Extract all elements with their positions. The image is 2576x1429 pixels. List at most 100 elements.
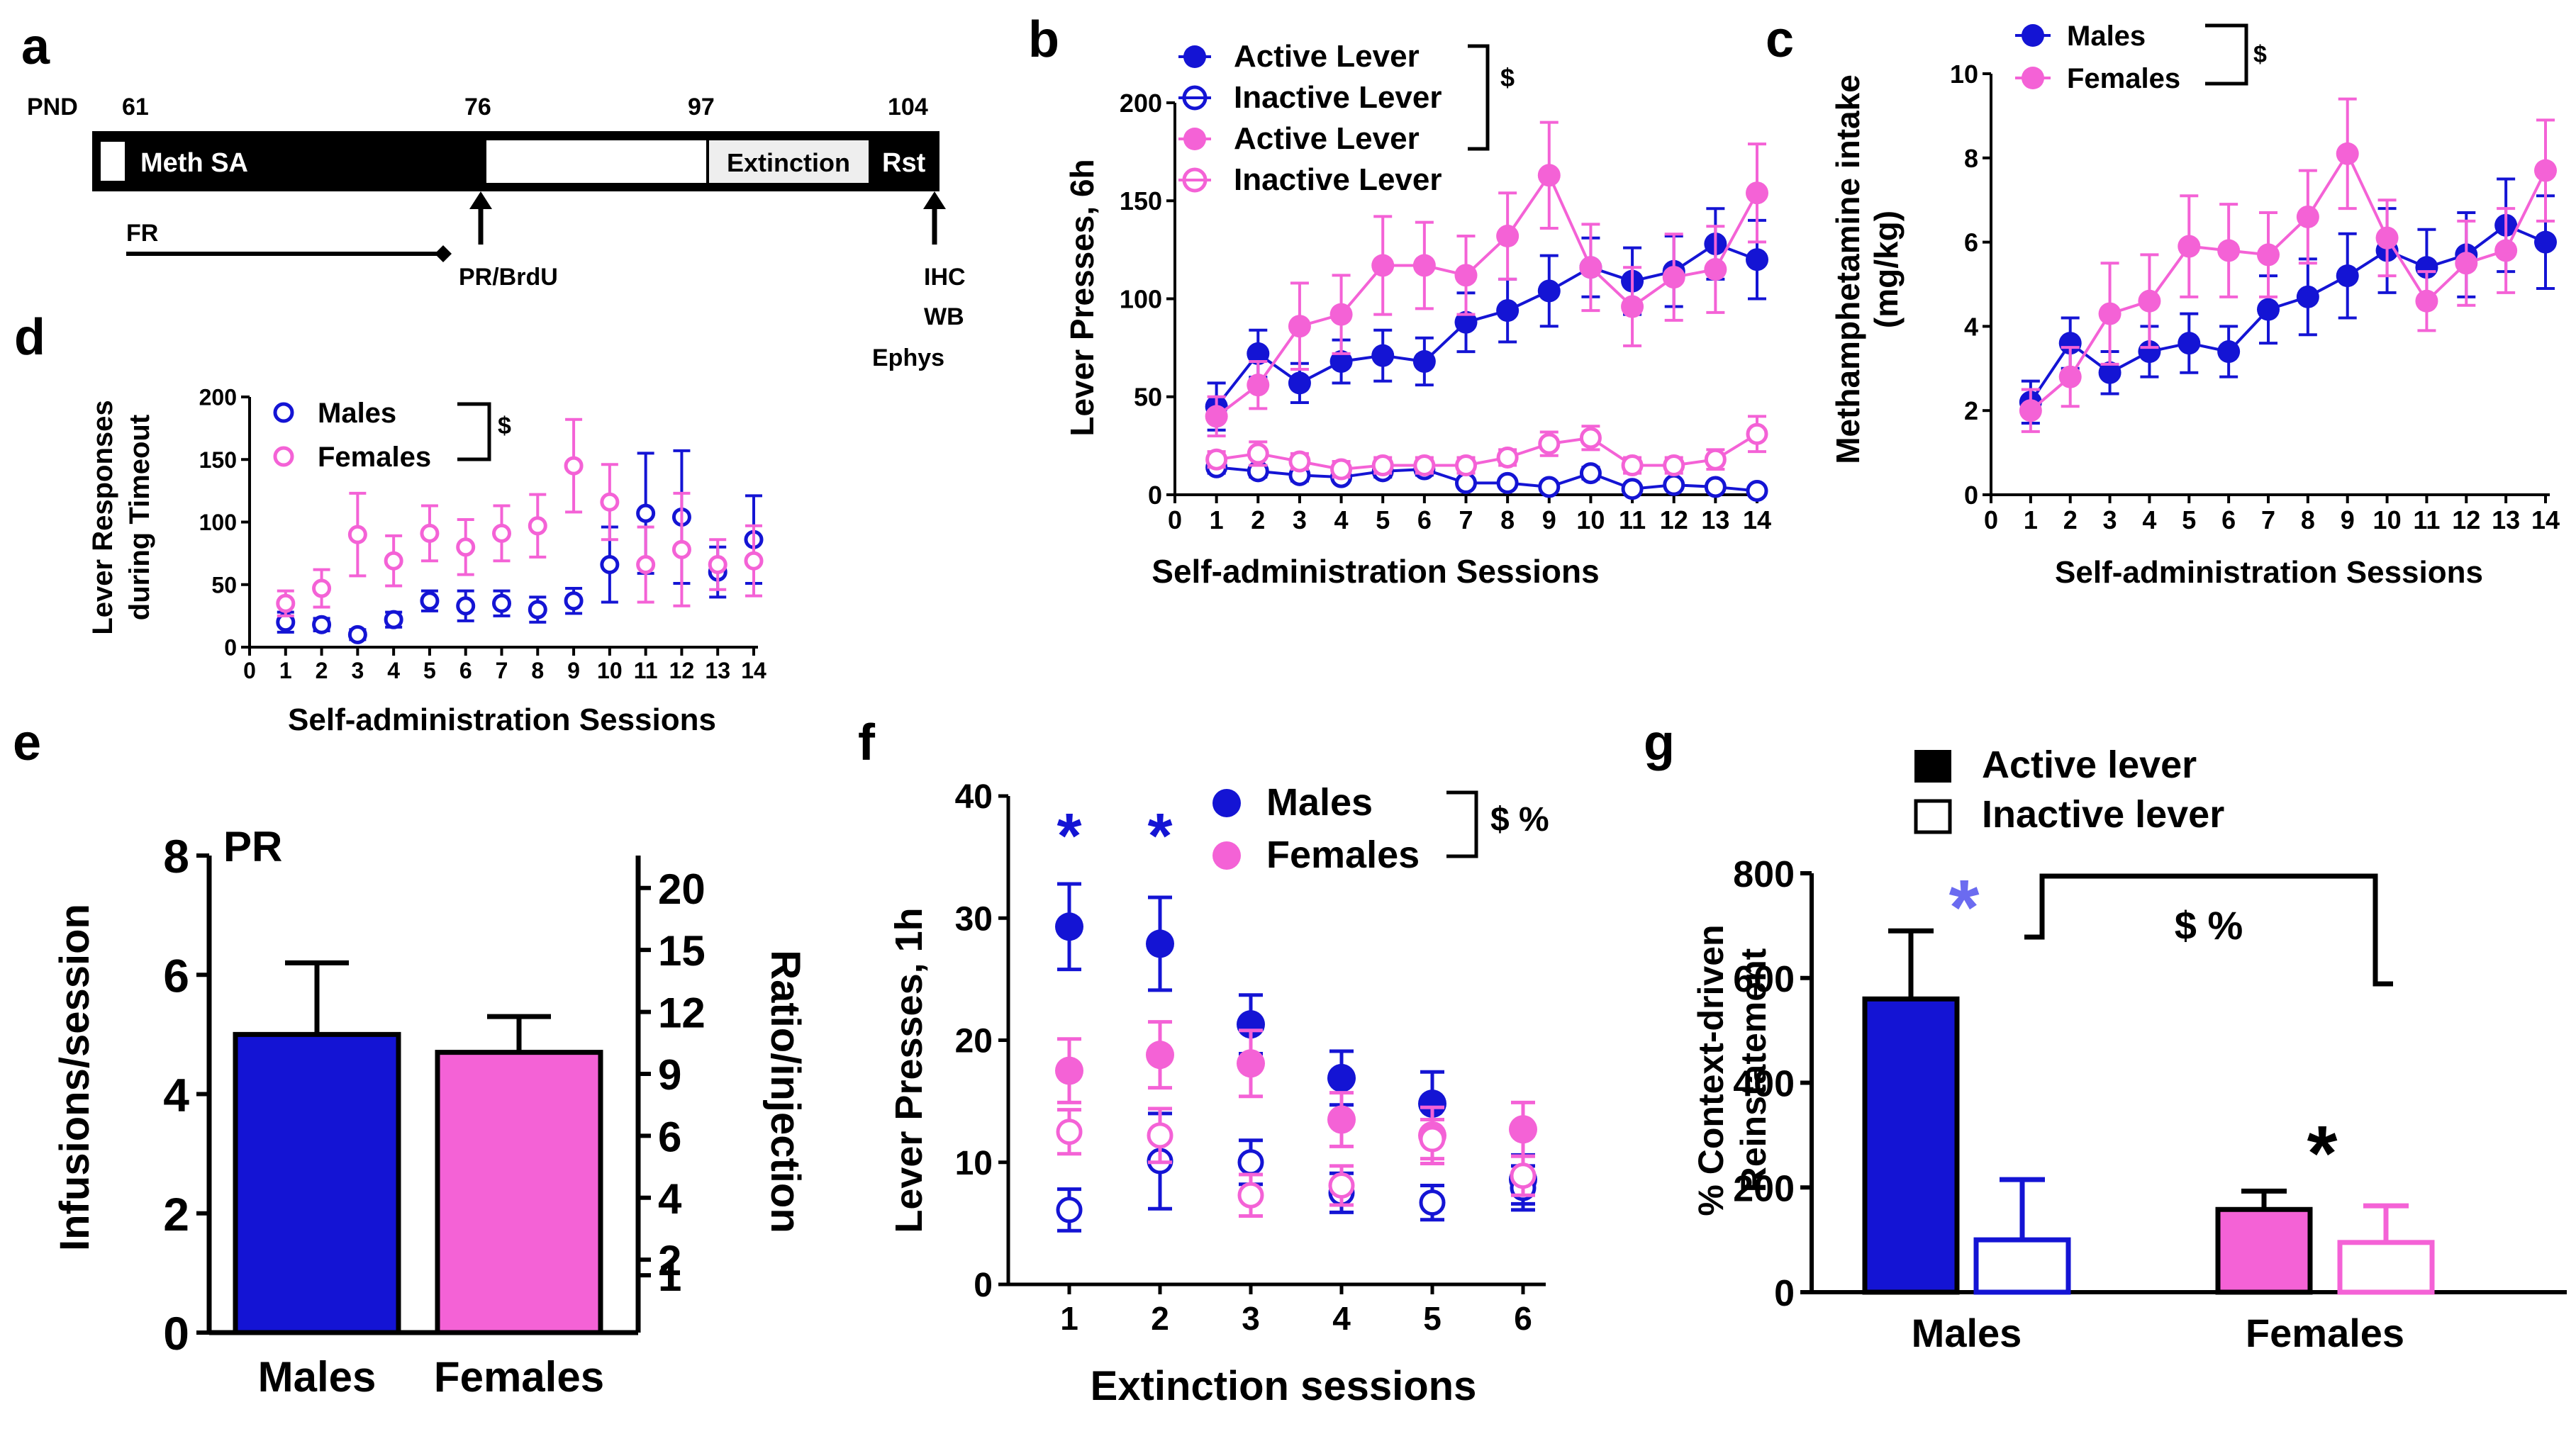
rst-label: Rst [882,148,926,178]
c-point [2336,142,2359,165]
g-bar-active [2215,1206,2313,1295]
b-point [1205,405,1228,428]
meth-sa-label: Meth SA [140,148,248,178]
panel-b-stat: $ [1500,63,1515,92]
f-xtick-label: 5 [1423,1300,1442,1337]
b-point [1371,344,1395,367]
e-category-label: Males [258,1353,377,1401]
e-ytick-label: 0 [163,1307,189,1360]
e-bar [435,1050,603,1335]
panel-e-ylabel: Infusions/session [52,904,98,1251]
d-point [456,537,476,557]
c-xtick-label: 9 [2341,505,2355,534]
c-xtick-label: 13 [2492,505,2520,534]
f-point [1327,1063,1356,1092]
b-point [1746,479,1768,502]
d-xtick-label: 7 [496,658,508,683]
b-ytick-label: 0 [1148,481,1162,510]
extinction-label: Extinction [727,148,850,177]
d-xtick-label: 6 [459,658,472,683]
legend-d-female-label: Females [318,442,431,473]
b-point [1579,462,1602,485]
f-point [1327,1105,1356,1134]
panel-f-xlabel: Extinction sessions [1091,1363,1477,1409]
legend-f-female-label: Females [1266,834,1420,876]
panel-d-ylabel-2: during Timeout [124,415,155,620]
panel-g-ylabel-1: % Context-driven [1691,924,1731,1216]
c-point [2534,230,2557,254]
f-point [1419,1189,1446,1216]
f-xtick-label: 2 [1151,1300,1169,1337]
panel-label-f: f [858,714,876,771]
panel-label-c: c [1766,11,1794,68]
d-xtick-label: 5 [423,658,436,683]
b-point [1704,448,1727,471]
d-point [528,516,547,536]
pnd-tick-104: 104 [888,94,928,121]
b-xtick-label: 6 [1417,505,1432,534]
c-xtick-label: 12 [2452,505,2480,534]
legend-f-bracket-bottom [1446,829,1478,858]
panel-c-stat: $ [2253,41,2267,68]
c-point [2415,256,2438,279]
b-point [1579,427,1602,449]
legend-d-bracket-top [457,402,491,434]
pnd-tick-97: 97 [688,94,715,121]
d-xtick-label: 1 [279,658,292,683]
d-ytick-label: 50 [211,572,237,598]
legend-c-female-marker [2022,67,2044,89]
legend-b-bracket-top [1468,44,1490,103]
b-point [1288,450,1311,473]
b-point [1205,448,1228,471]
d-point [528,600,547,620]
g-ytick-label: 800 [1733,854,1795,895]
b-point [1454,264,1478,287]
c-point [2415,289,2438,313]
f-point [1237,1182,1264,1209]
c-point [2217,340,2241,364]
e-rtick-label: 4 [658,1175,682,1223]
b-point [1496,471,1519,494]
b-point [1746,422,1768,445]
b-point [1455,454,1477,477]
f-significance-star: * [1056,801,1081,872]
c-point [2138,289,2161,313]
c-point [2138,340,2161,364]
legend-d-male-marker [273,402,294,423]
d-point [456,596,476,616]
b-point [1496,299,1520,323]
f-ytick-label: 40 [955,778,993,816]
b-ytick-label: 150 [1120,186,1162,215]
d-ytick-label: 100 [199,510,237,535]
c-ytick-label: 0 [1964,481,1978,510]
panel-g-comparison-bracket [2024,873,2393,987]
g-error-bar [2241,1188,2287,1210]
d-xtick-label: 3 [351,658,364,683]
panel-d-stat: $ [498,413,511,439]
d-xtick-label: 13 [705,658,730,683]
pr-arrow-head [469,191,492,209]
e-bar [233,1031,401,1335]
e-rtick-label: 2 [658,1237,681,1284]
panel-d-plot [276,418,764,644]
c-xtick-label: 4 [2142,505,2156,534]
g-significance-star: * [1949,864,1980,951]
d-ytick-label: 0 [224,635,237,661]
fr-label: FR [126,220,158,247]
e-rtick-label: 6 [658,1113,681,1160]
b-point [1663,473,1685,496]
f-point [1328,1172,1355,1199]
legend-g-active-label: Active lever [1982,744,2197,786]
c-point [2375,226,2399,250]
c-xtick-label: 2 [2063,505,2078,534]
b-xtick-label: 5 [1376,505,1390,534]
c-point [2019,399,2042,422]
d-point [636,555,656,575]
b-xtick-label: 9 [1542,505,1556,534]
g-ytick-label: 600 [1733,959,1795,1000]
c-point [2455,252,2478,275]
b-point [1371,254,1395,277]
f-ytick-label: 30 [955,900,993,938]
legend-f-male-label: Males [1266,781,1373,824]
